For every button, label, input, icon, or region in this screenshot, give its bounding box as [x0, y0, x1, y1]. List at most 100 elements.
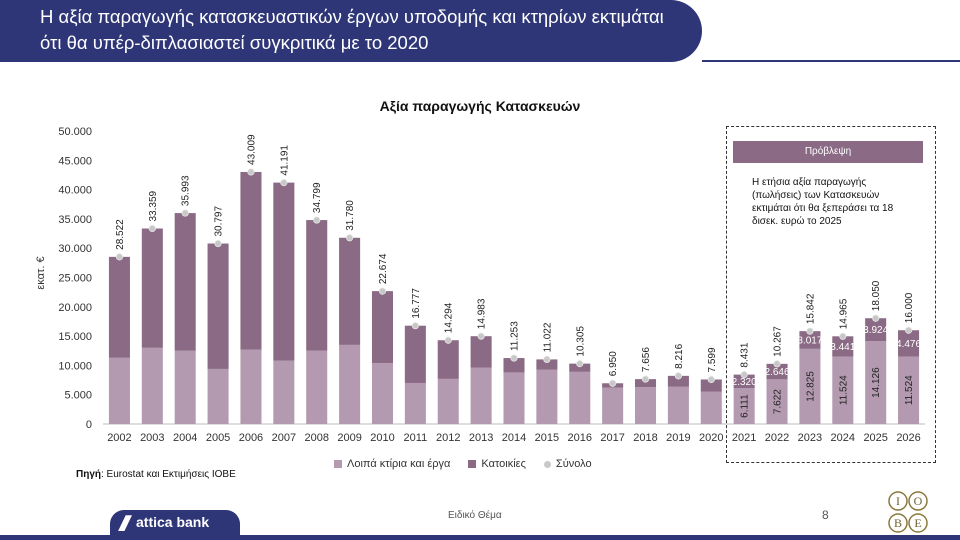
bar-other-2011 [404, 382, 426, 424]
total-marker-2004 [181, 209, 189, 217]
bar-housing-2010 [371, 291, 394, 364]
total-label-2015: 11.022 [542, 322, 553, 352]
y-tick-label: 20.000 [58, 302, 92, 314]
bar-housing-2025 [865, 318, 887, 342]
bar-other-2003 [141, 347, 163, 424]
y-tick-label: 35.000 [58, 214, 92, 226]
bar-housing-2018 [634, 379, 657, 388]
bar-other-2002 [108, 357, 130, 424]
x-tick-label-2017: 2017 [600, 432, 624, 444]
housing-label-2023: 3.017 [797, 336, 822, 347]
total-marker-2011 [411, 322, 419, 330]
bar-housing-2007 [273, 182, 295, 361]
attica-bank-logo: attica bank [110, 510, 240, 535]
bar-housing-2024 [832, 336, 854, 357]
total-marker-2014 [510, 354, 518, 362]
other-label-2022: 7.622 [773, 389, 784, 414]
iobe-letter-4: Ε [914, 516, 921, 530]
total-label-2026: 16.000 [904, 292, 915, 323]
bar-other-2026 [898, 356, 920, 424]
y-tick-label: 10.000 [58, 360, 92, 372]
total-marker-2002 [115, 253, 124, 261]
total-marker-2020 [707, 375, 715, 384]
x-tick-label-2007: 2007 [272, 432, 296, 444]
x-tick-label-2002: 2002 [107, 432, 131, 444]
x-tick-label-2003: 2003 [140, 432, 164, 444]
bar-housing-2014 [503, 358, 525, 373]
total-marker-2009 [345, 234, 354, 242]
total-label-2025: 18.050 [871, 280, 882, 311]
bar-other-2012 [437, 378, 459, 424]
bar-other-2007 [273, 360, 295, 424]
bar-other-2014 [503, 372, 525, 424]
total-marker-2023 [806, 327, 814, 335]
x-tick-label-2026: 2026 [896, 432, 920, 444]
x-tick-label-2015: 2015 [535, 432, 559, 444]
brand-name: attica bank [136, 514, 210, 530]
total-label-2003: 33.359 [148, 190, 159, 221]
total-marker-2010 [378, 287, 387, 295]
chart-legend: Λοιπά κτίρια και έργα Κατοικίες Σύνολο [334, 458, 592, 470]
bar-housing-2021 [733, 374, 755, 389]
total-label-2010: 22.674 [378, 253, 389, 284]
bar-housing-2011 [404, 325, 426, 383]
x-tick-label-2023: 2023 [798, 432, 822, 444]
bar-housing-2008 [306, 220, 328, 351]
bar-other-2004 [174, 350, 196, 424]
x-tick-label-2004: 2004 [173, 432, 197, 444]
other-label-2024: 11.524 [838, 375, 849, 405]
bar-housing-2002 [108, 256, 130, 358]
housing-label-2024: 3.441 [830, 342, 855, 353]
total-label-2008: 34.799 [312, 182, 323, 213]
bar-other-2025 [865, 341, 887, 424]
total-label-2016: 10.305 [575, 326, 586, 357]
total-label-2022: 10.267 [773, 326, 784, 357]
bar-housing-2023 [799, 331, 821, 349]
y-tick-label: 50.000 [58, 126, 92, 138]
total-label-2017: 6.950 [608, 351, 619, 376]
total-label-2009: 31.780 [345, 200, 356, 231]
bar-other-2009 [339, 344, 361, 424]
total-marker-2022 [773, 360, 781, 368]
total-marker-2018 [641, 375, 650, 383]
footer-section: Ειδικό Θέμα [448, 510, 502, 521]
bar-housing-2019 [667, 375, 689, 387]
bar-housing-2016 [569, 363, 591, 372]
legend-swatch-housing [468, 460, 477, 468]
total-marker-2025 [872, 314, 880, 322]
housing-label-2026: 4.476 [896, 339, 921, 350]
bar-other-2018 [634, 387, 657, 424]
legend-item-other: Λοιπά κτίρια και έργα [334, 458, 450, 470]
bar-other-2020 [700, 391, 722, 424]
total-label-2014: 11.253 [510, 321, 521, 351]
y-tick-label: 30.000 [58, 243, 92, 255]
housing-label-2025: 3.924 [863, 325, 888, 336]
y-tick-label: 0 [86, 419, 92, 431]
total-marker-2006 [247, 168, 255, 176]
y-tick-label: 15.000 [58, 331, 92, 343]
total-label-2012: 14.294 [444, 302, 455, 333]
y-axis-label: εκατ. € [35, 256, 47, 289]
iobe-letter-2: Ο [914, 494, 923, 508]
x-tick-label-2012: 2012 [436, 432, 460, 444]
total-label-2018: 7.656 [641, 347, 652, 372]
source-text: : Eurostat και Εκτιμήσεις ΙΟΒΕ [101, 469, 236, 480]
bar-other-2008 [306, 350, 328, 424]
x-tick-label-2005: 2005 [206, 432, 230, 444]
forecast-region [726, 126, 936, 463]
iobe-letter-1: Ι [896, 494, 900, 508]
total-marker-2017 [609, 379, 617, 387]
total-label-2006: 43.009 [246, 134, 257, 165]
bar-other-2023 [799, 348, 821, 424]
page-number: 8 [822, 508, 829, 522]
total-marker-2003 [148, 224, 156, 233]
legend-label-housing: Κατοικίες [481, 458, 526, 470]
bar-other-2017 [602, 387, 624, 424]
x-tick-label-2022: 2022 [765, 432, 789, 444]
bar-other-2024 [832, 356, 854, 424]
y-tick-label: 40.000 [58, 185, 92, 197]
y-tick-label: 25.000 [58, 273, 92, 285]
bar-other-2005 [207, 368, 229, 424]
x-tick-label-2019: 2019 [666, 432, 690, 444]
